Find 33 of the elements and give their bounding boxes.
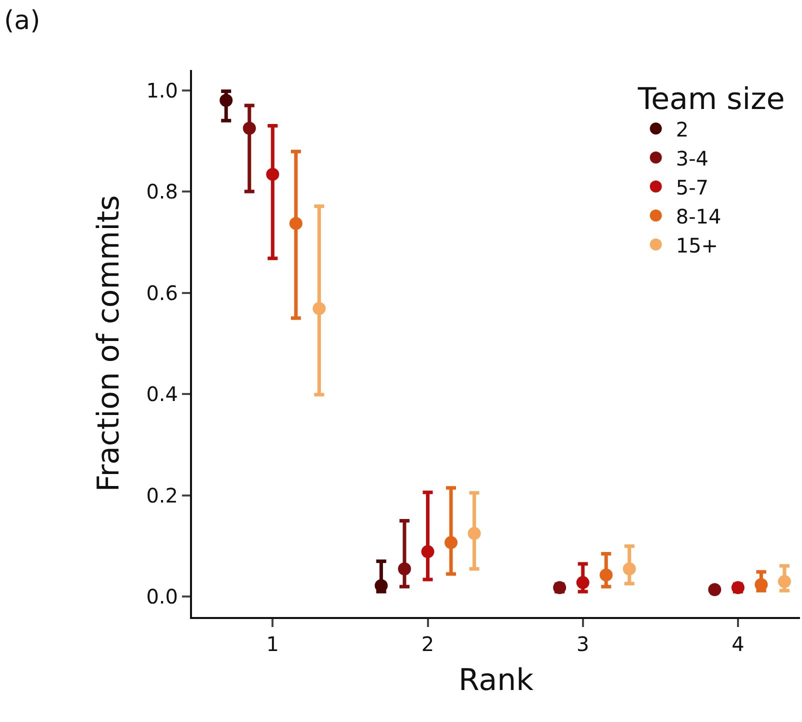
legend-label: 3-4 xyxy=(676,146,709,170)
point xyxy=(778,575,791,588)
x-tick-label: 2 xyxy=(421,632,434,656)
point xyxy=(622,562,636,576)
x-tick-label: 1 xyxy=(266,632,280,656)
legend-label: 5-7 xyxy=(676,175,709,200)
x-tick-label: 4 xyxy=(732,632,744,656)
legend-title: Team size xyxy=(636,82,785,117)
point xyxy=(312,302,326,316)
point xyxy=(421,545,434,558)
y-tick-label: 0.0 xyxy=(146,584,178,609)
x-axis-title: Rank xyxy=(458,663,534,698)
point xyxy=(220,94,233,107)
legend-label: 2 xyxy=(676,117,689,142)
y-tick-label: 0.4 xyxy=(146,382,178,406)
point xyxy=(398,562,411,576)
point xyxy=(600,568,613,582)
y-tick-label: 0.2 xyxy=(146,483,178,508)
y-axis-title: Fraction of commits xyxy=(92,195,127,492)
y-tick-label: 0.8 xyxy=(146,180,178,204)
point xyxy=(708,583,722,596)
legend-label: 15+ xyxy=(676,233,718,258)
point xyxy=(266,168,280,181)
chart-title: (a) xyxy=(4,6,40,36)
x-tick-label: 3 xyxy=(576,632,590,656)
point xyxy=(444,536,458,550)
y-tick-label: 1.0 xyxy=(146,78,178,102)
y-tick-label: 0.6 xyxy=(146,280,178,305)
point xyxy=(289,216,302,230)
point xyxy=(468,526,481,540)
point xyxy=(242,122,256,135)
point xyxy=(576,576,590,590)
legend-label: 8-14 xyxy=(676,204,722,228)
